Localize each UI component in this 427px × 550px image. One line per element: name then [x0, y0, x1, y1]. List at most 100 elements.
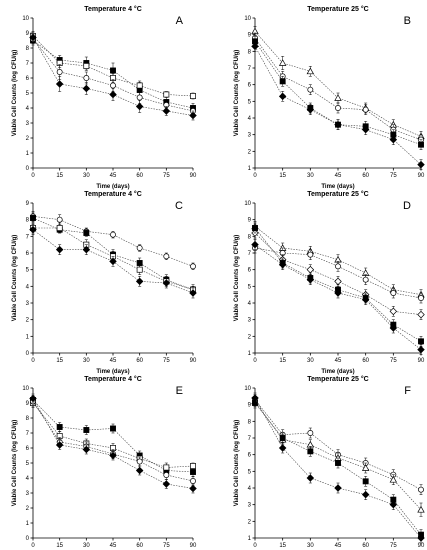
data-point: [110, 82, 116, 89]
data-point: [55, 245, 64, 254]
data-point: [362, 478, 369, 485]
data-point: [307, 86, 314, 93]
y-tick-label: 1: [248, 351, 252, 357]
y-tick-label: 10: [22, 16, 29, 22]
data-point: [334, 484, 342, 492]
data-point: [110, 67, 116, 74]
y-tick-label: 4: [26, 284, 30, 290]
y-tick-label: 3: [248, 318, 252, 324]
data-point: [417, 345, 425, 354]
x-tick-label: 15: [56, 358, 63, 364]
series-open-circle: [252, 394, 424, 495]
y-axis-label: Viable Cell Counts (log CFU/g): [234, 235, 240, 322]
data-point: [389, 324, 398, 332]
data-point: [418, 486, 424, 493]
data-point: [83, 230, 90, 236]
chart-title: Temperature 25 °C: [307, 375, 368, 383]
data-point: [361, 490, 370, 499]
data-point: [190, 469, 196, 475]
y-tick-label: 9: [248, 218, 252, 224]
y-tick-label: 8: [248, 234, 252, 240]
y-tick-label: 2: [248, 334, 252, 340]
data-point: [136, 266, 143, 273]
y-tick-label: 5: [248, 469, 252, 475]
data-point: [306, 275, 315, 284]
data-point: [389, 135, 398, 144]
x-tick-label: 90: [418, 358, 425, 364]
x-tick-label: 75: [163, 173, 170, 179]
y-tick-label: 7: [248, 251, 252, 257]
y-tick-label: 10: [244, 386, 251, 392]
data-point: [307, 251, 314, 258]
y-tick-label: 4: [26, 476, 30, 482]
y-tick-label: 1: [26, 334, 30, 340]
data-point: [307, 448, 314, 455]
x-tick-label: 45: [110, 358, 117, 364]
y-tick-label: 8: [248, 419, 252, 425]
series-line: [254, 399, 422, 490]
data-point: [163, 464, 170, 471]
data-point: [162, 480, 171, 488]
x-tick-label: 30: [307, 173, 314, 179]
x-tick-label: 45: [110, 543, 117, 549]
data-point: [278, 260, 287, 269]
y-tick-label: 3: [26, 301, 30, 307]
data-point: [252, 225, 258, 231]
series-filled-square: [252, 397, 424, 540]
data-point: [307, 430, 314, 436]
data-point: [190, 478, 196, 484]
x-tick-label: 45: [110, 173, 117, 179]
series-filled-diamond: [251, 392, 425, 544]
data-point: [30, 215, 36, 221]
data-point: [335, 460, 341, 466]
x-tick-label: 90: [190, 173, 197, 179]
data-point: [278, 444, 287, 452]
data-point: [335, 105, 341, 111]
x-tick-label: 0: [253, 358, 257, 364]
y-tick-label: 1: [26, 521, 30, 527]
data-point: [56, 216, 63, 223]
y-tick-label: 5: [26, 461, 30, 467]
data-point: [361, 464, 370, 471]
series-filled-square: [30, 395, 196, 477]
data-point: [306, 105, 315, 114]
y-tick-label: 4: [248, 486, 252, 492]
x-axis-label: Time (days): [96, 369, 129, 375]
y-tick-label: 10: [244, 16, 251, 22]
y-tick-label: 2: [26, 506, 30, 512]
series-filled-diamond: [29, 224, 197, 299]
data-point: [190, 93, 196, 99]
y-tick-label: 9: [26, 401, 30, 407]
data-point: [163, 253, 170, 260]
y-tick-label: 2: [26, 136, 30, 142]
x-tick-label: 0: [31, 173, 35, 179]
y-tick-label: 5: [248, 284, 252, 290]
y-tick-label: 10: [22, 386, 29, 392]
data-point: [334, 94, 342, 101]
x-tick-label: 90: [190, 543, 197, 549]
y-axis-label: Viable Cell Counts (log CFU/g): [12, 50, 18, 137]
y-tick-label: 7: [26, 431, 30, 437]
series-line: [254, 402, 422, 535]
x-tick-label: 75: [163, 358, 170, 364]
series-line: [254, 232, 422, 315]
y-tick-label: 5: [248, 99, 252, 105]
y-tick-label: 4: [248, 116, 252, 122]
data-point: [417, 160, 425, 169]
y-tick-label: 4: [26, 106, 30, 112]
y-tick-label: 2: [248, 149, 252, 155]
data-point: [362, 106, 369, 113]
data-point: [306, 265, 315, 274]
x-tick-label: 75: [390, 543, 397, 549]
x-tick-label: 30: [307, 358, 314, 364]
x-tick-label: 60: [362, 358, 369, 364]
y-tick-label: 6: [248, 268, 252, 274]
series-filled-diamond: [29, 393, 197, 494]
x-tick-label: 15: [56, 543, 63, 549]
y-tick-label: 5: [26, 268, 30, 274]
x-tick-label: 90: [190, 358, 197, 364]
y-tick-label: 6: [26, 251, 30, 257]
